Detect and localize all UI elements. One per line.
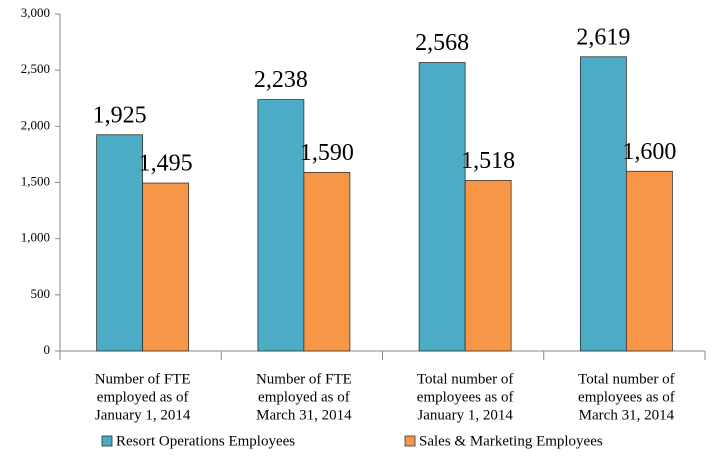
x-tick-label: employed as of	[258, 389, 350, 405]
bar	[142, 182, 190, 352]
value-label: 1,518	[461, 148, 515, 174]
x-tick-label: Total number of	[417, 371, 513, 387]
legend-label: Sales & Marketing Employees	[419, 433, 603, 449]
value-label: 2,238	[254, 67, 308, 93]
x-tick-label: January 1, 2014	[95, 407, 191, 423]
x-tick-label: January 1, 2014	[417, 407, 513, 423]
x-tick-label: Total number of	[578, 371, 674, 387]
value-label: 1,600	[622, 139, 676, 165]
x-tick-label: Number of FTE	[256, 371, 352, 387]
bar	[464, 180, 512, 352]
x-tick-label: employees as of	[578, 389, 675, 405]
x-tick-label: employees as of	[417, 389, 514, 405]
bar	[625, 170, 673, 352]
bar	[418, 62, 466, 352]
bar	[96, 134, 144, 352]
x-tick-label: employed as of	[97, 389, 189, 405]
legend-swatch	[101, 435, 113, 447]
y-tick-label: 0	[44, 342, 51, 357]
bar	[257, 99, 305, 352]
y-tick-label: 2,500	[21, 61, 50, 76]
x-tick-label: March 31, 2014	[256, 407, 352, 423]
y-tick-label: 1,000	[21, 230, 50, 245]
legend-swatch	[404, 435, 416, 447]
y-tick-label: 500	[31, 286, 51, 301]
value-label: 1,495	[139, 151, 193, 177]
y-tick-label: 3,000	[21, 5, 50, 20]
y-tick-label: 2,000	[21, 117, 50, 132]
value-label: 1,925	[93, 102, 147, 128]
legend-label: Resort Operations Employees	[116, 433, 295, 449]
value-label: 2,619	[576, 24, 630, 50]
value-label: 1,590	[300, 140, 354, 166]
y-tick-label: 1,500	[21, 173, 50, 188]
bar	[579, 56, 627, 352]
x-tick-label: Number of FTE	[95, 371, 191, 387]
value-label: 2,568	[415, 30, 469, 56]
x-tick-label: March 31, 2014	[579, 407, 675, 423]
bar	[303, 171, 351, 352]
